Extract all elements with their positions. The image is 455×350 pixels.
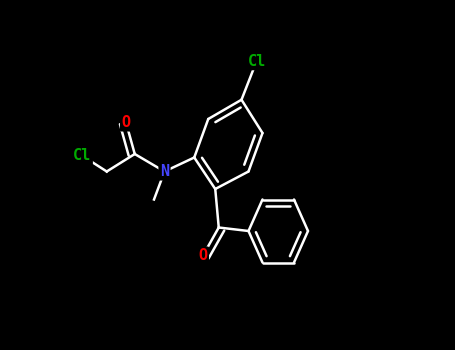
Text: O: O [121,115,131,130]
Text: N: N [160,164,169,179]
Text: Cl: Cl [73,148,91,163]
Text: O: O [198,248,207,263]
Text: Cl: Cl [248,54,266,69]
